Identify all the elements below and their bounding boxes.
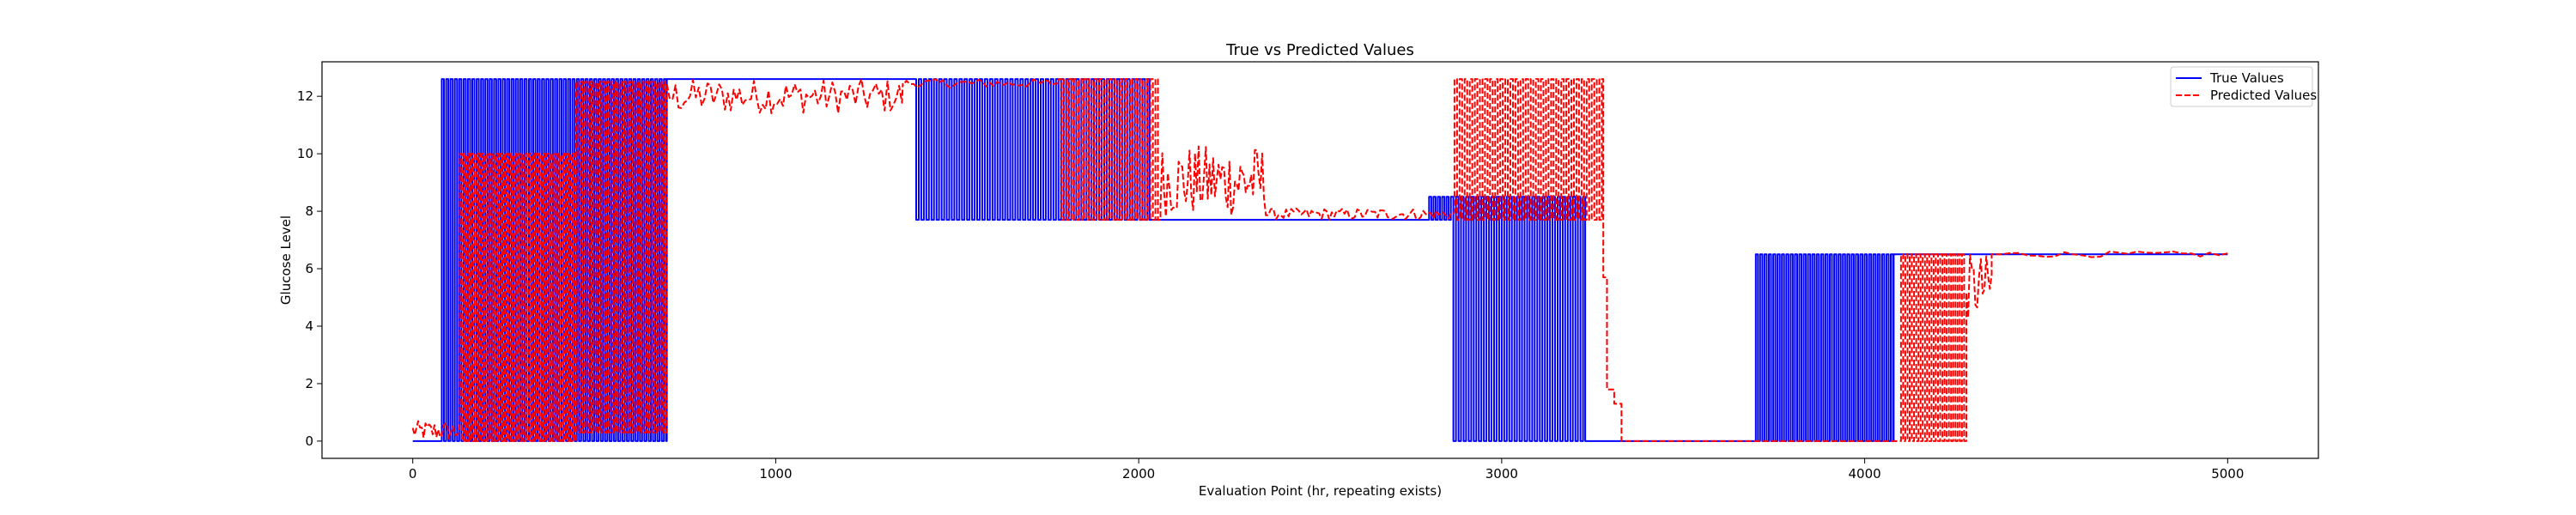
legend-box bbox=[2170, 66, 2313, 107]
y-tick-label: 12 bbox=[297, 88, 313, 104]
x-axis-title: Evaluation Point (hr, repeating exists) bbox=[1199, 483, 1442, 499]
y-axis-title: Glucose Level bbox=[278, 215, 294, 305]
x-tick-label: 0 bbox=[409, 466, 417, 482]
axes: 0 1000 2000 3000 4000 5000 0 2 4 6 8 10 12 bbox=[297, 88, 2245, 482]
y-tick-label: 2 bbox=[305, 376, 313, 391]
chart-title: True vs Predicted Values bbox=[1225, 41, 1414, 59]
legend-label-predicted-values: Predicted Values bbox=[2210, 88, 2317, 103]
y-tick-label: 6 bbox=[305, 261, 313, 276]
plot-frame bbox=[321, 61, 2319, 459]
y-tick-label: 8 bbox=[305, 203, 313, 219]
x-tick-label: 5000 bbox=[2211, 466, 2244, 482]
x-tick-label: 4000 bbox=[1848, 466, 1880, 482]
y-tick-label: 10 bbox=[297, 146, 313, 161]
series-line-predicted-values bbox=[411, 78, 2228, 442]
x-tick-label: 1000 bbox=[759, 466, 792, 482]
y-tick-label: 4 bbox=[305, 318, 313, 334]
legend: True Values Predicted Values bbox=[2170, 66, 2317, 107]
y-tick-label: 0 bbox=[305, 433, 313, 449]
plot-area bbox=[411, 78, 2228, 442]
legend-label-true-values: True Values bbox=[2209, 70, 2284, 86]
x-tick-label: 3000 bbox=[1485, 466, 1518, 482]
x-tick-label: 2000 bbox=[1122, 466, 1155, 482]
